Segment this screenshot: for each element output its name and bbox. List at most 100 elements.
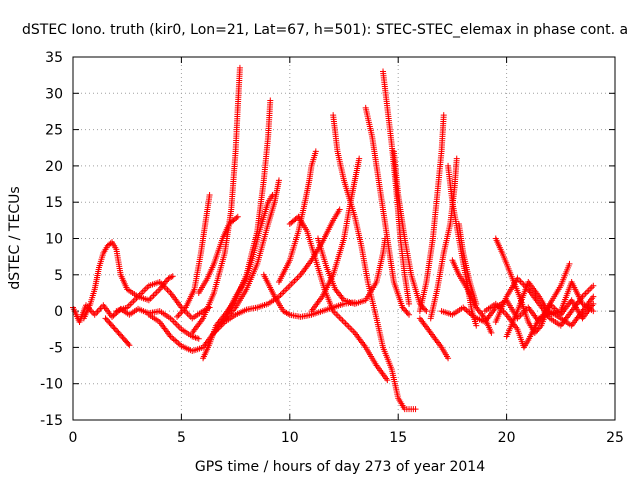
- data-point: [347, 325, 354, 332]
- data-point: [91, 311, 98, 318]
- data-point: [312, 148, 319, 155]
- data-point: [402, 307, 409, 314]
- data-point: [350, 328, 357, 335]
- data-point: [488, 329, 495, 336]
- data-point: [288, 281, 295, 288]
- data-point: [109, 322, 116, 329]
- data-point: [169, 273, 176, 280]
- arc-series: [102, 315, 133, 349]
- data-point: [233, 214, 240, 221]
- data-point: [342, 320, 349, 327]
- data-point: [585, 287, 592, 294]
- data-point: [348, 326, 355, 333]
- data-point: [463, 307, 470, 314]
- plot-frame: [72, 56, 616, 421]
- data-point: [126, 342, 133, 349]
- data-point: [440, 112, 447, 119]
- data-point: [423, 308, 430, 315]
- data-point: [286, 282, 293, 289]
- arc-series: [416, 315, 452, 362]
- x-tick-label: 25: [606, 430, 624, 446]
- data-point: [400, 305, 407, 312]
- data-point: [139, 288, 146, 295]
- y-tick-label: 20: [45, 159, 63, 175]
- y-tick-label: 30: [45, 86, 63, 102]
- x-tick-label: 15: [389, 430, 407, 446]
- data-point: [153, 289, 160, 296]
- data-point: [195, 335, 202, 342]
- x-tick-label: 0: [69, 430, 78, 446]
- data-point: [152, 290, 159, 297]
- data-point: [581, 292, 588, 299]
- tick-labels: 0 5 10 15 20 25 -15 -10 -5 0 5 10 15 20 25 30 35: [40, 50, 624, 446]
- data-point: [334, 312, 341, 319]
- data-point: [175, 312, 182, 319]
- data-point: [176, 324, 183, 331]
- arc-series: [438, 297, 597, 325]
- data-point: [96, 307, 103, 314]
- grid: [73, 57, 615, 420]
- data-point: [333, 311, 340, 318]
- data-point: [116, 331, 123, 338]
- data-point: [473, 300, 480, 307]
- data-point: [445, 355, 452, 362]
- data-point: [336, 314, 343, 321]
- arc-series: [380, 68, 413, 307]
- data-point: [412, 406, 419, 413]
- data-point: [110, 324, 117, 331]
- data-point: [536, 324, 543, 331]
- arc-series: [286, 213, 391, 384]
- data-point: [147, 295, 154, 302]
- data-point: [164, 286, 171, 293]
- x-axis-label: GPS time / hours of day 273 of year 2014: [195, 459, 485, 475]
- data-point: [406, 300, 413, 307]
- arc-series: [195, 213, 241, 296]
- x-tick-label: 5: [177, 430, 186, 446]
- data-point: [384, 377, 391, 384]
- y-tick-label: 5: [54, 268, 63, 284]
- data-point: [590, 300, 597, 307]
- data-point: [170, 318, 177, 325]
- y-tick-label: -15: [40, 413, 63, 429]
- arc-series: [189, 64, 243, 336]
- data-point: [420, 305, 427, 312]
- data-point: [169, 334, 176, 341]
- data-points: [70, 64, 597, 413]
- data-point: [588, 284, 595, 291]
- arc-series: [174, 191, 213, 320]
- data-point: [168, 273, 175, 280]
- data-point: [176, 310, 183, 317]
- data-point: [142, 285, 149, 292]
- data-point: [206, 191, 213, 198]
- data-point: [110, 312, 117, 319]
- data-point: [166, 288, 173, 295]
- data-point: [344, 322, 351, 329]
- data-point: [93, 310, 100, 317]
- data-point: [517, 278, 524, 285]
- arc-series: [221, 177, 282, 323]
- arc-series: [330, 112, 419, 413]
- chart-title: dSTEC Iono. truth (kir0, Lon=21, Lat=67,…: [22, 22, 628, 38]
- y-tick-label: -10: [40, 377, 63, 393]
- data-point: [114, 328, 121, 335]
- data-point: [590, 282, 597, 289]
- arc-series: [455, 220, 480, 307]
- data-point: [282, 287, 289, 294]
- data-point: [267, 97, 274, 104]
- data-point: [107, 321, 114, 328]
- data-point: [289, 279, 296, 286]
- data-point: [406, 311, 413, 318]
- data-point: [115, 329, 122, 336]
- data-point: [336, 206, 343, 213]
- data-point: [403, 308, 410, 315]
- x-tick-label: 20: [498, 430, 516, 446]
- data-point: [337, 315, 344, 322]
- data-point: [111, 311, 118, 318]
- data-point: [279, 290, 286, 297]
- y-tick-label: 25: [45, 123, 63, 139]
- data-point: [173, 321, 180, 328]
- arc-series: [390, 148, 430, 315]
- data-point: [590, 293, 597, 300]
- data-point: [582, 290, 589, 297]
- data-point: [422, 306, 429, 313]
